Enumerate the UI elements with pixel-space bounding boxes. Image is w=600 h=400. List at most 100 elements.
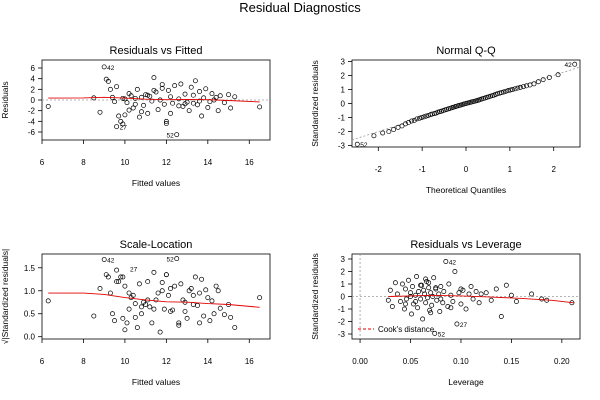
residuals-vs-leverage-point [508, 292, 514, 298]
residuals-vs-fitted-point [134, 86, 140, 92]
scale-location-point [182, 308, 188, 314]
residuals-vs-fitted-xtick-label: 8 [81, 158, 86, 167]
scale-location-point [192, 274, 198, 280]
residuals-vs-fitted-point [192, 78, 198, 84]
residuals-vs-leverage-point [415, 305, 421, 311]
scale-location-point [149, 320, 155, 326]
residuals-vs-leverage-point [478, 291, 484, 297]
residuals-vs-leverage-point [408, 294, 413, 299]
normal-qq-ytick-label: 2 [341, 71, 346, 80]
scale-location-point [257, 295, 263, 301]
residuals-vs-leverage-point [463, 306, 469, 312]
residuals-vs-leverage-point [434, 297, 440, 303]
normal-qq-point [507, 87, 513, 93]
scale-location-point [107, 290, 113, 296]
residuals-vs-fitted-point [114, 124, 120, 130]
scale-location-point [168, 286, 173, 291]
residuals-vs-fitted-point [174, 132, 180, 138]
residuals-vs-leverage-point [436, 291, 442, 297]
residuals-vs-fitted-point [151, 87, 157, 93]
residuals-vs-fitted-point [170, 100, 176, 106]
residuals-vs-fitted-point [120, 121, 126, 127]
normal-qq-point [414, 116, 420, 122]
residuals-vs-leverage-point [513, 299, 519, 304]
scale-location-point [122, 283, 128, 289]
scale-location-point [221, 312, 227, 318]
residuals-vs-fitted-point [168, 94, 173, 100]
residuals-vs-leverage-point [423, 300, 429, 306]
residuals-vs-fitted-point [141, 102, 147, 108]
residuals-vs-fitted-ytick-label: 2 [31, 85, 36, 94]
residuals-vs-fitted-point [176, 96, 182, 102]
residuals-vs-fitted-point [190, 100, 196, 106]
scale-location-point [213, 283, 219, 289]
residuals-vs-leverage-ytick-label: -1 [338, 305, 346, 314]
residuals-vs-leverage-point [483, 290, 489, 296]
normal-qq-point [421, 114, 427, 120]
residuals-vs-fitted-point [159, 82, 165, 87]
normal-qq-point [354, 141, 360, 147]
residuals-vs-fitted-point [226, 92, 231, 98]
scale-location-point [232, 325, 238, 330]
scale-location-point [172, 283, 178, 289]
residuals-vs-leverage-point [408, 290, 413, 296]
residuals-vs-leverage-point [420, 316, 426, 322]
normal-qq-point [546, 75, 552, 80]
residuals-vs-leverage-point [437, 309, 443, 314]
residuals-vs-leverage-legend-label: Cook's distance [378, 325, 435, 334]
residuals-vs-leverage-point [445, 304, 451, 309]
normal-qq-point [512, 86, 518, 92]
residuals-vs-leverage-point [448, 305, 454, 311]
normal-qq-point [517, 84, 523, 90]
scale-location-point [126, 306, 132, 312]
scale-location-point [101, 257, 107, 262]
residuals-vs-leverage-point [493, 286, 499, 292]
residuals-vs-leverage-xtick-label: 0.05 [403, 357, 419, 366]
panel-scale-location: Scale-Location Fitted values √|Standardize… [0, 239, 271, 387]
residuals-vs-leverage-point [458, 301, 464, 307]
residuals-vs-fitted-point [139, 109, 144, 115]
normal-qq-point [503, 88, 509, 94]
normal-qq-point [403, 121, 408, 127]
residuals-vs-leverage-point [539, 296, 545, 302]
scale-location-ytick-label: 0.0 [24, 333, 36, 342]
residuals-vs-fitted-point [228, 105, 234, 111]
normal-qq-point [371, 133, 377, 139]
residuals-vs-leverage-xtick-label: 0.15 [504, 357, 520, 366]
residuals-vs-fitted-xtick-label: 16 [245, 158, 254, 167]
normal-qq-point [540, 77, 546, 83]
scale-location-point [105, 274, 111, 280]
scale-location-smoother-line [48, 292, 260, 308]
residuals-vs-fitted-point [190, 92, 196, 98]
residuals-vs-leverage-point [456, 290, 462, 296]
residuals-vs-leverage-point [441, 289, 447, 294]
residuals-vs-fitted-point [188, 84, 194, 90]
residuals-vs-leverage-point [406, 277, 411, 283]
residuals-vs-leverage-point [432, 330, 438, 336]
scale-location-ytick-label: 0.5 [24, 310, 36, 319]
normal-qq-xtick-label: 0 [464, 165, 469, 174]
normal-qq-point [515, 85, 521, 91]
residuals-vs-fitted-point [178, 81, 184, 87]
residuals-vs-fitted-point [130, 105, 136, 111]
normal-qq-point [499, 90, 504, 96]
residuals-vs-fitted-point [151, 75, 157, 81]
residuals-vs-fitted-ytick-label: -4 [28, 117, 36, 126]
normal-qq-point [395, 124, 401, 130]
residuals-vs-fitted-point [257, 104, 263, 110]
scale-location-point-label: 42 [107, 258, 115, 265]
residuals-vs-leverage-point [418, 282, 424, 288]
residuals-vs-fitted-point [186, 108, 192, 114]
scale-location-point [118, 274, 124, 280]
residuals-vs-fitted-point [124, 100, 130, 106]
scale-location-xlabel: Fitted values [132, 377, 180, 387]
residuals-vs-fitted-point [161, 101, 167, 107]
normal-qq-xtick-label: -2 [375, 165, 383, 174]
residuals-vs-fitted-point [145, 92, 151, 98]
scale-location-point [176, 322, 182, 328]
residuals-vs-fitted-point [221, 100, 227, 106]
residuals-vs-fitted-point [107, 86, 113, 92]
scale-location-point [211, 311, 217, 317]
residuals-vs-leverage-point [452, 269, 458, 274]
